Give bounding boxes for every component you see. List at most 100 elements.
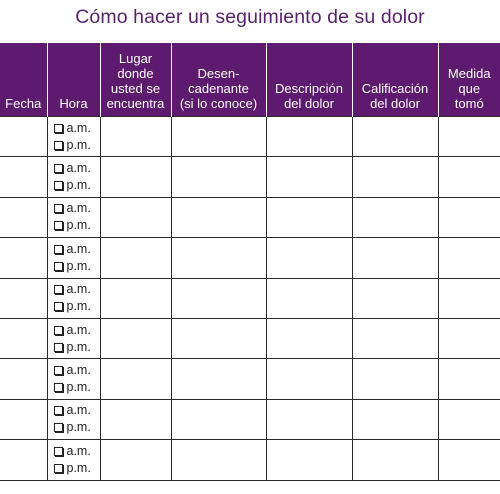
cell-action[interactable]	[437, 277, 500, 319]
cell-location[interactable]	[99, 439, 172, 481]
pm-label: p.m.	[66, 460, 91, 475]
cell-location[interactable]	[99, 317, 172, 360]
cell-location[interactable]	[99, 156, 172, 198]
cell-location[interactable]	[99, 237, 172, 279]
checkbox-icon[interactable]	[53, 342, 63, 352]
cell-rating[interactable]	[351, 237, 439, 279]
pm-option[interactable]: p.m.	[53, 419, 100, 436]
am-option[interactable]: a.m.	[53, 322, 100, 339]
cell-action[interactable]	[437, 439, 500, 481]
cell-action[interactable]	[437, 156, 500, 198]
cell-description[interactable]	[265, 156, 353, 198]
cell-rating[interactable]	[351, 317, 439, 360]
checkbox-icon[interactable]	[53, 140, 63, 150]
cell-rating[interactable]	[351, 439, 439, 481]
am-option[interactable]: a.m.	[53, 200, 100, 217]
cell-action[interactable]	[437, 317, 500, 360]
cell-location[interactable]	[99, 277, 172, 319]
am-label: a.m.	[66, 322, 91, 337]
cell-action[interactable]	[437, 358, 500, 400]
checkbox-icon[interactable]	[53, 446, 63, 456]
cell-date[interactable]	[0, 439, 48, 481]
cell-date[interactable]	[0, 398, 48, 441]
checkbox-icon[interactable]	[53, 302, 63, 312]
am-option[interactable]: a.m.	[53, 402, 100, 419]
pm-label: p.m.	[66, 420, 91, 435]
checkbox-icon[interactable]	[53, 423, 63, 433]
cell-date[interactable]	[0, 196, 48, 239]
cell-description[interactable]	[265, 277, 353, 319]
am-option[interactable]: a.m.	[53, 160, 100, 177]
pm-option[interactable]: p.m.	[53, 298, 100, 315]
pm-option[interactable]: p.m.	[53, 217, 100, 234]
pm-option[interactable]: p.m.	[53, 177, 100, 194]
cell-trigger[interactable]	[170, 196, 267, 239]
checkbox-icon[interactable]	[53, 244, 63, 254]
checkbox-icon[interactable]	[53, 366, 63, 376]
am-option[interactable]: a.m.	[53, 241, 100, 258]
cell-date[interactable]	[0, 317, 48, 360]
cell-rating[interactable]	[351, 277, 439, 319]
checkbox-icon[interactable]	[53, 463, 63, 473]
column-header-trigger: Desen-cadenante (si lo conoce)	[170, 43, 266, 117]
cell-rating[interactable]	[351, 358, 439, 400]
cell-trigger[interactable]	[170, 277, 267, 319]
cell-rating[interactable]	[351, 398, 439, 441]
cell-trigger[interactable]	[170, 237, 267, 279]
am-option[interactable]: a.m.	[53, 120, 100, 137]
cell-trigger[interactable]	[170, 439, 267, 481]
pm-option[interactable]: p.m.	[53, 137, 100, 154]
cell-action[interactable]	[437, 115, 500, 158]
checkbox-icon[interactable]	[53, 261, 63, 271]
cell-trigger[interactable]	[170, 398, 267, 441]
checkbox-icon[interactable]	[53, 123, 63, 133]
checkbox-icon[interactable]	[53, 221, 63, 231]
time-options: a.m. p.m.	[48, 362, 100, 396]
cell-description[interactable]	[265, 317, 353, 360]
cell-location[interactable]	[99, 115, 172, 158]
cell-description[interactable]	[265, 237, 353, 279]
cell-action[interactable]	[437, 237, 500, 279]
cell-trigger[interactable]	[170, 317, 267, 360]
am-option[interactable]: a.m.	[53, 443, 100, 460]
cell-description[interactable]	[265, 358, 353, 400]
am-option[interactable]: a.m.	[53, 281, 100, 298]
cell-location[interactable]	[99, 358, 172, 400]
pm-option[interactable]: p.m.	[53, 339, 100, 356]
checkbox-icon[interactable]	[53, 164, 63, 174]
cell-trigger[interactable]	[170, 115, 267, 158]
pm-option[interactable]: p.m.	[53, 258, 100, 275]
checkbox-icon[interactable]	[53, 204, 63, 214]
am-label: a.m.	[66, 161, 91, 176]
checkbox-icon[interactable]	[53, 181, 63, 191]
cell-date[interactable]	[0, 237, 48, 279]
table-row: a.m. p.m.	[0, 398, 500, 441]
cell-description[interactable]	[265, 398, 353, 441]
checkbox-icon[interactable]	[53, 325, 63, 335]
cell-date[interactable]	[0, 156, 48, 198]
cell-trigger[interactable]	[170, 358, 267, 400]
am-option[interactable]: a.m.	[53, 362, 100, 379]
cell-description[interactable]	[265, 196, 353, 239]
cell-date[interactable]	[0, 358, 48, 400]
cell-action[interactable]	[437, 196, 500, 239]
cell-description[interactable]	[265, 115, 353, 158]
cell-date[interactable]	[0, 277, 48, 319]
cell-location[interactable]	[99, 398, 172, 441]
time-options: a.m. p.m.	[48, 281, 100, 315]
cell-description[interactable]	[265, 439, 353, 481]
checkbox-icon[interactable]	[53, 383, 63, 393]
cell-trigger[interactable]	[170, 156, 267, 198]
cell-date[interactable]	[0, 115, 48, 158]
cell-location[interactable]	[99, 196, 172, 239]
checkbox-icon[interactable]	[53, 285, 63, 295]
cell-action[interactable]	[437, 398, 500, 441]
cell-time: a.m. p.m.	[46, 237, 101, 279]
checkbox-icon[interactable]	[53, 406, 63, 416]
cell-rating[interactable]	[351, 156, 439, 198]
cell-rating[interactable]	[351, 115, 439, 158]
pm-option[interactable]: p.m.	[53, 379, 100, 396]
cell-rating[interactable]	[351, 196, 439, 239]
table-row: a.m. p.m.	[0, 196, 500, 239]
pm-option[interactable]: p.m.	[53, 460, 100, 477]
